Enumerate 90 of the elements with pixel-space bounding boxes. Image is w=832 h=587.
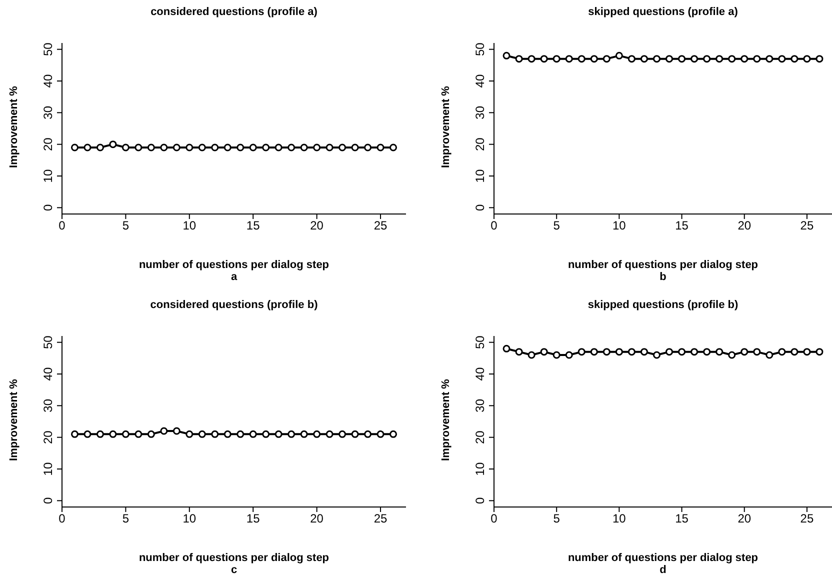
y-tick-label: 0 — [473, 204, 487, 212]
x-tick-label: 15 — [675, 218, 689, 233]
point — [728, 351, 736, 359]
text: c — [230, 564, 238, 576]
x-tick-label: 5 — [122, 512, 130, 526]
x-axis-title: number of questions per dialog step — [566, 552, 760, 564]
point — [565, 351, 573, 359]
x-tick-label: 20 — [738, 512, 752, 526]
point — [766, 351, 774, 359]
x-axis-title: number of questions per dialog step — [138, 259, 330, 271]
x-tick-label: 20 — [310, 512, 324, 526]
x-tick-label: 5 — [122, 218, 130, 233]
point — [502, 344, 510, 352]
point — [690, 348, 698, 356]
y-tick-label: 50 — [473, 335, 487, 350]
x-axis-title: number of questions per dialog step — [566, 259, 760, 271]
y-tick-label: 30 — [41, 398, 55, 412]
y-tick-label: 20 — [41, 137, 55, 152]
chart-title: considered questions (profile b) — [149, 299, 319, 311]
y-tick-label: 10 — [41, 169, 55, 183]
point — [666, 348, 674, 356]
x-tick-label: 25 — [800, 218, 814, 233]
point — [816, 348, 824, 356]
point — [602, 348, 610, 356]
y-tick-label: 50 — [41, 42, 55, 56]
y-tick-label: 30 — [473, 106, 487, 120]
x-tick-label: 10 — [182, 218, 196, 233]
y-tick-label: 0 — [41, 497, 55, 504]
x-tick-label: 10 — [612, 218, 626, 233]
x-tick-label: 0 — [58, 512, 66, 526]
y-axis-title: Improvement % — [8, 378, 20, 463]
y-axis-title: Improvement % — [440, 378, 452, 463]
y-tick-label: 10 — [473, 169, 487, 183]
text: d — [658, 564, 668, 576]
point — [703, 348, 711, 356]
x-tick-label: 25 — [374, 218, 388, 233]
x-tick-label: 0 — [58, 218, 66, 233]
point — [615, 348, 623, 356]
x-tick-label: 10 — [612, 512, 626, 526]
y-tick-label: 20 — [473, 137, 487, 152]
y-tick-label: 30 — [41, 106, 55, 120]
x-tick-label: 15 — [675, 512, 689, 526]
y-tick-label: 40 — [473, 367, 487, 381]
point — [778, 348, 786, 356]
point — [753, 348, 761, 356]
point — [790, 348, 798, 356]
y-tick-label: 10 — [473, 462, 487, 476]
chart-title: skipped questions (profile a) — [587, 6, 739, 18]
x-tick-label: 5 — [553, 218, 560, 233]
y-tick-label: 10 — [41, 462, 55, 476]
x-tick-label: 25 — [800, 512, 814, 526]
x-tick-label: 15 — [246, 218, 260, 233]
point — [652, 351, 660, 359]
x-tick-label: 15 — [246, 512, 260, 526]
point — [740, 348, 748, 356]
x-tick-label: 20 — [310, 218, 324, 233]
y-tick-label: 30 — [473, 398, 487, 412]
point — [678, 348, 686, 356]
y-tick-label: 50 — [41, 335, 55, 350]
point — [578, 348, 586, 356]
text: b — [658, 271, 668, 283]
x-axis-title: number of questions per dialog step — [138, 552, 330, 564]
chart-title: considered questions (profile a) — [150, 6, 318, 18]
x-tick-label: 10 — [182, 512, 196, 526]
point — [515, 348, 523, 356]
x-tick-label: 20 — [738, 218, 752, 233]
x-tick-label: 0 — [490, 218, 498, 233]
y-tick-label: 20 — [41, 430, 55, 444]
x-tick-label: 5 — [553, 512, 560, 526]
y-tick-label: 40 — [41, 367, 55, 381]
y-axis-title: Improvement % — [440, 85, 452, 170]
point — [803, 348, 811, 356]
y-tick-label: 20 — [473, 430, 487, 444]
y-tick-label: 0 — [41, 204, 55, 212]
y-tick-label: 40 — [473, 74, 487, 88]
point — [528, 351, 536, 359]
x-tick-label: 0 — [490, 512, 498, 526]
text: a — [230, 271, 238, 283]
x-tick-label: 25 — [374, 512, 388, 526]
point — [640, 348, 648, 356]
point — [716, 348, 724, 356]
point — [540, 348, 548, 356]
point — [552, 351, 560, 359]
y-tick-label: 50 — [473, 42, 487, 56]
point — [590, 348, 598, 356]
point — [628, 348, 636, 356]
y-axis-title: Improvement % — [8, 85, 20, 170]
y-tick-label: 0 — [473, 497, 487, 504]
y-tick-label: 40 — [41, 74, 55, 88]
chart-title: skipped questions (profile b) — [586, 299, 740, 311]
